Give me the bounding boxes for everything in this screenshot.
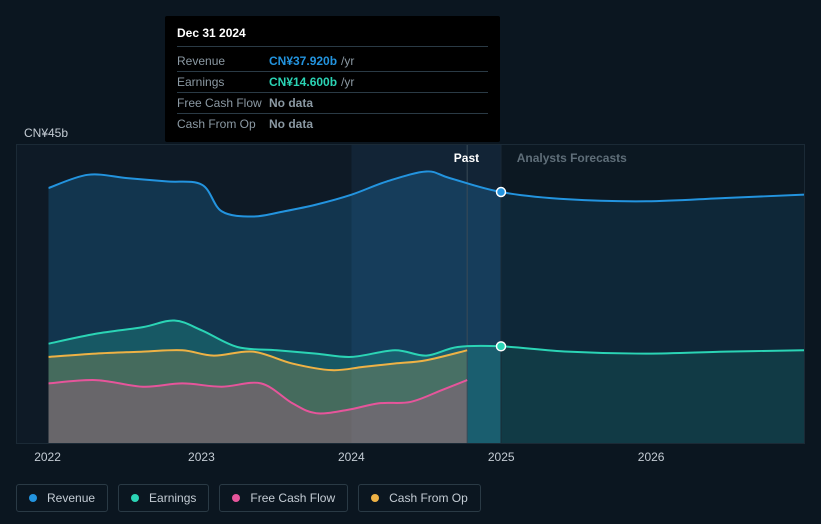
- tooltip-value: CN¥14.600b: [269, 75, 337, 89]
- x-axis: 2022 2023 2024 2025 2026: [16, 450, 805, 466]
- legend-dot-icon: [232, 494, 240, 502]
- tooltip-row-revenue: Revenue CN¥37.920b /yr: [177, 51, 488, 72]
- x-axis-tick: 2026: [638, 450, 665, 464]
- tooltip-value: No data: [269, 96, 313, 110]
- tooltip-unit: /yr: [341, 54, 354, 68]
- chart-tooltip: Dec 31 2024 Revenue CN¥37.920b /yr Earni…: [165, 16, 500, 142]
- tooltip-label: Earnings: [177, 75, 269, 89]
- chart-plot-area[interactable]: Past Analysts Forecasts: [16, 144, 805, 444]
- tooltip-unit: /yr: [341, 75, 354, 89]
- legend-item-earnings[interactable]: Earnings: [118, 484, 209, 512]
- tooltip-label: Free Cash Flow: [177, 96, 269, 110]
- x-axis-tick: 2025: [488, 450, 515, 464]
- tooltip-date: Dec 31 2024: [177, 26, 488, 47]
- tooltip-value: CN¥37.920b: [269, 54, 337, 68]
- tooltip-label: Cash From Op: [177, 117, 269, 131]
- forecast-section-label: Analysts Forecasts: [517, 151, 627, 165]
- legend-item-cfo[interactable]: Cash From Op: [358, 484, 481, 512]
- x-axis-tick: 2024: [338, 450, 365, 464]
- tooltip-row-earnings: Earnings CN¥14.600b /yr: [177, 72, 488, 93]
- tooltip-value: No data: [269, 117, 313, 131]
- chart-svg: [17, 145, 804, 443]
- legend-dot-icon: [131, 494, 139, 502]
- y-axis-max-label: CN¥45b: [24, 126, 68, 140]
- legend-item-revenue[interactable]: Revenue: [16, 484, 108, 512]
- legend-label: Free Cash Flow: [250, 491, 335, 505]
- legend-label: Cash From Op: [389, 491, 468, 505]
- x-axis-tick: 2022: [34, 450, 61, 464]
- legend-dot-icon: [29, 494, 37, 502]
- legend-label: Earnings: [149, 491, 196, 505]
- tooltip-label: Revenue: [177, 54, 269, 68]
- chart-legend: Revenue Earnings Free Cash Flow Cash Fro…: [16, 484, 481, 512]
- legend-dot-icon: [371, 494, 379, 502]
- past-section-label: Past: [454, 151, 479, 165]
- x-axis-tick: 2023: [188, 450, 215, 464]
- legend-label: Revenue: [47, 491, 95, 505]
- tooltip-row-cfo: Cash From Op No data: [177, 114, 488, 134]
- tooltip-row-fcf: Free Cash Flow No data: [177, 93, 488, 114]
- legend-item-fcf[interactable]: Free Cash Flow: [219, 484, 348, 512]
